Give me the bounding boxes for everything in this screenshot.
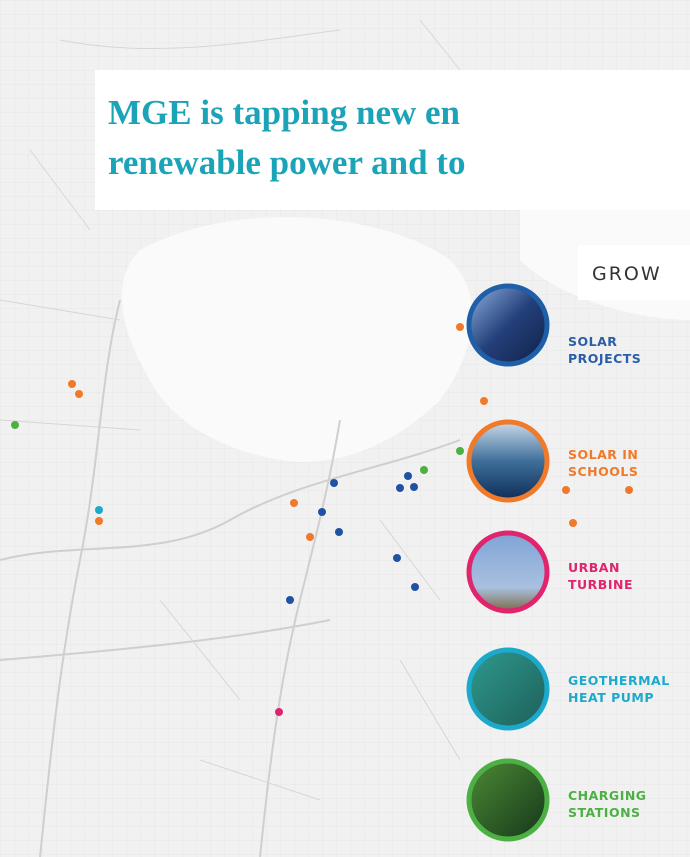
legend-label: SOLAR IN xyxy=(568,447,638,462)
page: MGE is tapping new en renewable power an… xyxy=(0,0,690,857)
marker xyxy=(456,447,464,455)
marker xyxy=(330,479,338,487)
legend-label: GEOTHERMAL xyxy=(568,673,670,688)
legend-label: CHARGING xyxy=(568,788,647,803)
marker xyxy=(306,533,314,541)
marker xyxy=(393,554,401,562)
heading: GROW xyxy=(592,263,662,285)
legend-label: HEAT PUMP xyxy=(568,690,654,705)
marker xyxy=(410,483,418,491)
legend-label: TURBINE xyxy=(568,577,633,592)
marker xyxy=(420,466,428,474)
marker xyxy=(68,380,76,388)
marker xyxy=(456,323,464,331)
map-infographic: MGE is tapping new en renewable power an… xyxy=(0,0,690,857)
marker xyxy=(396,484,404,492)
marker xyxy=(480,397,488,405)
marker xyxy=(75,390,83,398)
marker xyxy=(95,517,103,525)
legend-label: STATIONS xyxy=(568,805,641,820)
marker xyxy=(275,708,283,716)
marker xyxy=(625,486,633,494)
marker xyxy=(569,519,577,527)
legend-label: SOLAR xyxy=(568,334,617,349)
legend-label: URBAN xyxy=(568,560,620,575)
marker xyxy=(411,583,419,591)
legend-label: SCHOOLS xyxy=(568,464,638,479)
headline-box xyxy=(95,70,690,210)
marker xyxy=(95,506,103,514)
legend-icon xyxy=(469,286,547,364)
marker xyxy=(11,421,19,429)
legend-label: PROJECTS xyxy=(568,351,641,366)
marker xyxy=(335,528,343,536)
marker xyxy=(404,472,412,480)
legend-icon xyxy=(469,422,547,500)
marker xyxy=(286,596,294,604)
headline: MGE is tapping new en xyxy=(108,93,460,132)
legend-icon xyxy=(469,650,547,728)
headline: renewable power and to xyxy=(108,143,465,182)
marker xyxy=(562,486,570,494)
marker xyxy=(290,499,298,507)
legend-icon xyxy=(469,533,547,611)
marker xyxy=(318,508,326,516)
legend-icon xyxy=(469,761,547,839)
